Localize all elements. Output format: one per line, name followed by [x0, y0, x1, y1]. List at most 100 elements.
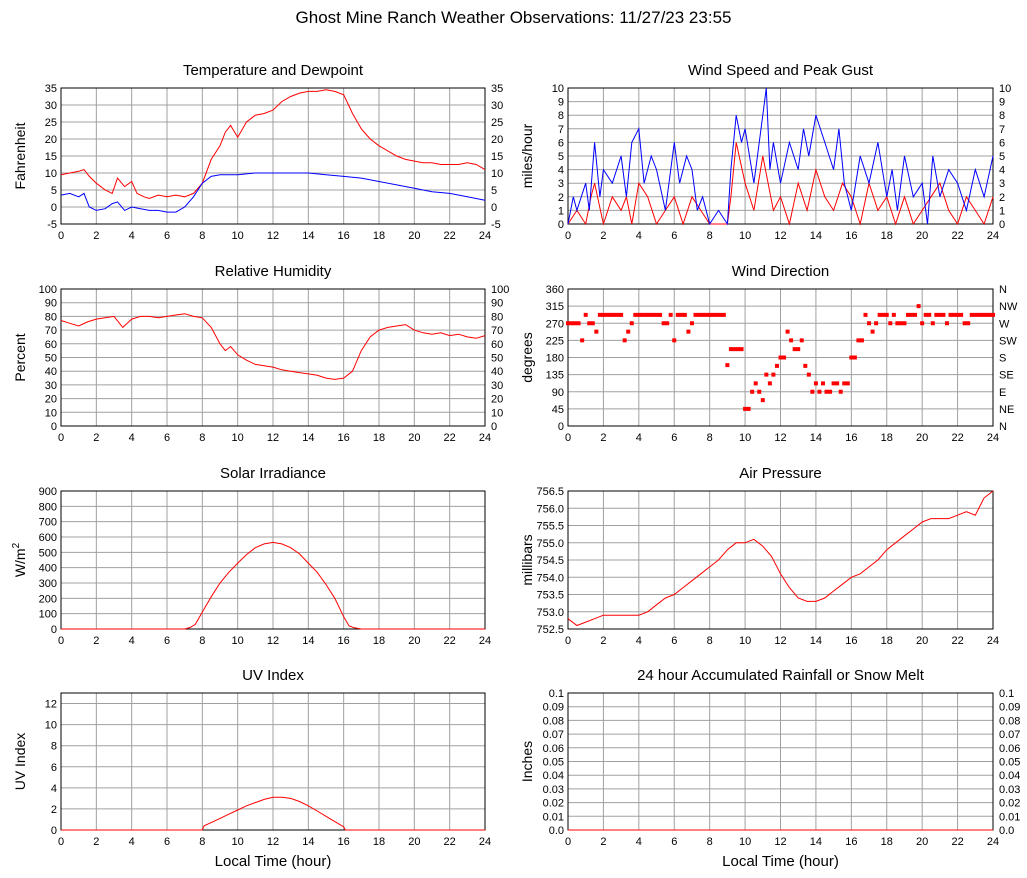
- x-tick-label: 10: [232, 635, 244, 647]
- x-tick-label: 8: [199, 836, 205, 848]
- data-point: [941, 312, 946, 317]
- data-point: [920, 321, 925, 326]
- y-tick-label: 0.06: [543, 743, 564, 755]
- y-tick-label: 180: [546, 353, 564, 365]
- x-tick-label: 24: [479, 635, 491, 647]
- data-point: [838, 389, 843, 394]
- data-point: [665, 321, 670, 326]
- y-tick-label: 800: [39, 501, 57, 513]
- y-tick-label-right: 10: [999, 83, 1011, 95]
- y-tick-label: 90: [552, 387, 564, 399]
- data-point: [590, 321, 595, 326]
- x-tick-label: 0: [58, 432, 64, 444]
- data-point: [612, 312, 617, 317]
- data-point: [930, 321, 935, 326]
- x-tick-label: 18: [373, 836, 385, 848]
- y-tick-label-right: 0.06: [999, 743, 1020, 755]
- x-tick-label: 0: [565, 836, 571, 848]
- y-tick-label: 4: [51, 783, 57, 795]
- series-line-1: [60, 172, 486, 213]
- x-tick-label: 14: [302, 635, 314, 647]
- data-point: [983, 312, 988, 317]
- y-tick-label: 0.1: [549, 688, 564, 700]
- series-line-0: [567, 490, 994, 627]
- data-point: [693, 312, 698, 317]
- data-point: [824, 389, 829, 394]
- x-tick-label: 18: [881, 432, 893, 444]
- plot-frame: [60, 490, 486, 630]
- y-tick-label-right: 15: [491, 151, 503, 163]
- data-point: [689, 321, 694, 326]
- y-tick-label: 0: [51, 624, 57, 636]
- x-tick-label: 22: [444, 635, 456, 647]
- x-tick-label: 12: [774, 432, 786, 444]
- x-tick-label: 12: [267, 635, 279, 647]
- data-point: [987, 312, 992, 317]
- x-tick-label: 6: [164, 230, 170, 242]
- x-tick-label: 0: [58, 836, 64, 848]
- x-tick-label: 24: [479, 230, 491, 242]
- y-tick-label: 6: [558, 137, 564, 149]
- page-title: Ghost Mine Ranch Weather Observations: 1…: [295, 8, 732, 27]
- y-tick-label: 10: [45, 168, 57, 180]
- data-point: [969, 312, 974, 317]
- data-point: [714, 312, 719, 317]
- y-tick-label: 360: [546, 284, 564, 296]
- x-tick-label: 0: [565, 635, 571, 647]
- data-point: [898, 321, 903, 326]
- data-point: [704, 312, 709, 317]
- x-tick-label: 14: [810, 836, 822, 848]
- x-tick-label: 6: [671, 230, 677, 242]
- x-tick-label: 10: [739, 635, 751, 647]
- data-point: [753, 381, 758, 386]
- data-point: [973, 312, 978, 317]
- data-point: [952, 312, 957, 317]
- x-tick-label: 18: [881, 635, 893, 647]
- x-tick-label: 12: [267, 230, 279, 242]
- y-tick-label-right: 0.05: [999, 757, 1020, 769]
- x-tick-label: 22: [444, 432, 456, 444]
- plot-frame: [60, 87, 486, 225]
- chart-title: 24 hour Accumulated Rainfall or Snow Mel…: [637, 667, 925, 684]
- x-tick-label: 10: [232, 836, 244, 848]
- data-point: [739, 347, 744, 352]
- x-tick-label: 4: [636, 836, 642, 848]
- y-tick-label: 135: [546, 370, 564, 382]
- data-point: [661, 321, 666, 326]
- data-point: [944, 321, 949, 326]
- data-point: [583, 312, 588, 317]
- data-point: [867, 321, 872, 326]
- y-tick-label: 10: [45, 407, 57, 419]
- data-point: [736, 347, 740, 352]
- y-tick-label-right: 0.08: [999, 715, 1020, 727]
- y-tick-label: 1: [558, 205, 564, 217]
- data-point: [902, 321, 907, 326]
- y-tick-label-right: 7: [999, 124, 1005, 136]
- x-tick-label: 2: [600, 230, 606, 242]
- data-point: [757, 389, 762, 394]
- x-tick-label: 18: [373, 432, 385, 444]
- data-point: [859, 338, 864, 343]
- data-point: [976, 312, 981, 317]
- y-tick-label-right: SW: [999, 335, 1017, 347]
- y-tick-label: 0: [51, 202, 57, 214]
- x-tick-label: 8: [707, 230, 713, 242]
- y-tick-label-right: 35: [491, 83, 503, 95]
- x-tick-label: 12: [774, 230, 786, 242]
- y-tick-label-right: W: [999, 318, 1010, 330]
- y-tick-label: 6: [51, 762, 57, 774]
- x-tick-label: 8: [199, 432, 205, 444]
- series-line-0: [61, 796, 485, 831]
- y-tick-label-right: 90: [491, 298, 503, 310]
- y-tick-label: 30: [45, 380, 57, 392]
- data-point: [870, 329, 875, 334]
- y-tick-label: 60: [45, 339, 57, 351]
- x-tick-label: 4: [636, 230, 642, 242]
- y-tick-label: 0: [558, 421, 564, 433]
- x-tick-label: 0: [565, 432, 571, 444]
- y-tick-label: 0.03: [543, 784, 564, 796]
- data-point: [604, 312, 609, 317]
- y-tick-label-right: 0.04: [999, 770, 1020, 782]
- x-tick-label: 24: [987, 230, 999, 242]
